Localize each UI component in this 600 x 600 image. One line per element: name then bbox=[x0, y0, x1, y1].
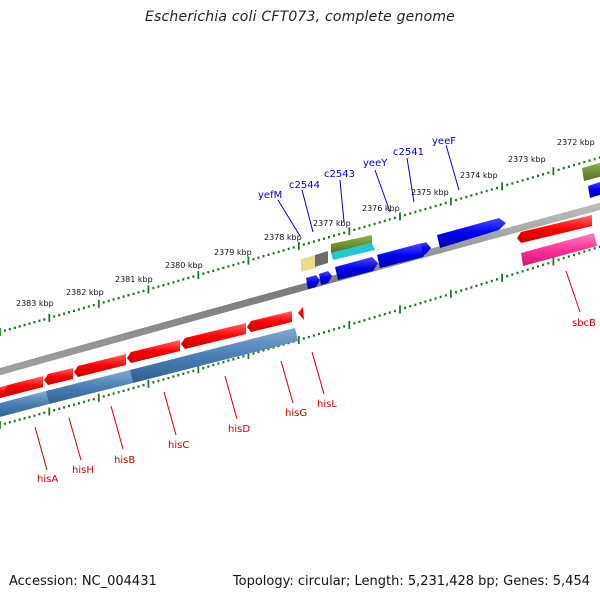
scale-label-2378: 2378 kbp bbox=[264, 233, 302, 242]
scale-label-2381: 2381 kbp bbox=[115, 275, 153, 284]
label-yefM[interactable]: yefM bbox=[258, 190, 282, 201]
genome-backbone bbox=[0, 202, 600, 376]
label-c2544[interactable]: c2544 bbox=[289, 180, 320, 191]
forward-gene-labels: yefM c2544 c2543 yeeY c2541 yeeF bbox=[258, 136, 456, 201]
gene-yeeF-d[interactable] bbox=[437, 218, 506, 248]
gene-yeeF-b[interactable] bbox=[377, 243, 428, 268]
scale-label-2373: 2373 kbp bbox=[508, 155, 546, 164]
gene-hisC[interactable] bbox=[74, 354, 126, 377]
reverse-strand-lower-genes bbox=[0, 233, 597, 418]
forward-strand-genes bbox=[301, 162, 600, 289]
label-hisD[interactable]: hisD bbox=[228, 424, 250, 435]
gene-hisL[interactable] bbox=[298, 307, 304, 320]
gene-c2544[interactable] bbox=[315, 251, 328, 267]
map-title: Escherichia coli CFT073, complete genome bbox=[145, 9, 455, 25]
label-hisL[interactable]: hisL bbox=[317, 399, 337, 410]
scale-label-2383: 2383 kbp bbox=[16, 299, 54, 308]
scale-label-2374: 2374 kbp bbox=[460, 171, 498, 180]
gene-edge-blue[interactable] bbox=[588, 181, 600, 198]
label-c2541[interactable]: c2541 bbox=[393, 147, 424, 158]
scale-label-2375: 2375 kbp bbox=[411, 188, 449, 197]
label-c2543[interactable]: c2543 bbox=[324, 169, 355, 180]
scale-label-2380: 2380 kbp bbox=[165, 261, 203, 270]
label-sbcB[interactable]: sbcB bbox=[572, 318, 596, 329]
label-hisB[interactable]: hisB bbox=[114, 455, 135, 466]
label-yeeY[interactable]: yeeY bbox=[363, 158, 388, 169]
label-hisA[interactable]: hisA bbox=[37, 474, 58, 485]
gene-lower-3[interactable] bbox=[130, 328, 298, 383]
scale-ticks-inner bbox=[0, 245, 600, 429]
gene-hisB[interactable] bbox=[44, 368, 73, 385]
gene-c2543-top[interactable] bbox=[331, 235, 372, 253]
scale-ticks-outer bbox=[0, 156, 600, 336]
gene-yeeF-c[interactable] bbox=[421, 242, 431, 255]
label-leader-lines bbox=[34, 144, 581, 471]
accession-label: Accession: NC_004431 bbox=[9, 574, 157, 589]
label-yeeF[interactable]: yeeF bbox=[432, 136, 456, 147]
label-hisG[interactable]: hisG bbox=[285, 408, 307, 419]
gene-c2543-bottom[interactable] bbox=[331, 243, 375, 260]
gene-yeeF-a[interactable] bbox=[335, 257, 378, 280]
label-hisH[interactable]: hisH bbox=[72, 465, 94, 476]
gene-hisG-2[interactable] bbox=[247, 311, 292, 332]
gene-lower-1[interactable] bbox=[0, 391, 49, 418]
gene-edge-olive[interactable] bbox=[582, 162, 600, 181]
genome-summary: Topology: circular; Length: 5,231,428 bp… bbox=[232, 574, 590, 589]
gene-c2541[interactable] bbox=[319, 271, 332, 285]
scale-label-2382: 2382 kbp bbox=[66, 288, 104, 297]
scale-label-2376: 2376 kbp bbox=[362, 204, 400, 213]
gene-hisG[interactable] bbox=[181, 323, 246, 349]
scale-label-2377: 2377 kbp bbox=[313, 219, 351, 228]
gene-lower-2[interactable] bbox=[46, 370, 133, 404]
scale-labels: 2383 kbp 2382 kbp 2381 kbp 2380 kbp 2379… bbox=[16, 138, 595, 308]
gene-hisD[interactable] bbox=[127, 340, 180, 363]
label-hisC[interactable]: hisC bbox=[168, 440, 189, 451]
reverse-strand-red-genes bbox=[0, 215, 592, 398]
gene-sbcB[interactable] bbox=[517, 215, 592, 243]
gene-yeeY[interactable] bbox=[306, 275, 320, 289]
reverse-gene-labels: hisA hisH hisB hisC hisD hisG hisL sbcB bbox=[37, 318, 596, 485]
gene-yefM[interactable] bbox=[301, 255, 316, 272]
scale-label-2372: 2372 kbp bbox=[557, 138, 595, 147]
gene-sbcB-pink[interactable] bbox=[521, 233, 597, 266]
scale-label-2379: 2379 kbp bbox=[214, 248, 252, 257]
gene-hisH[interactable] bbox=[4, 376, 43, 396]
